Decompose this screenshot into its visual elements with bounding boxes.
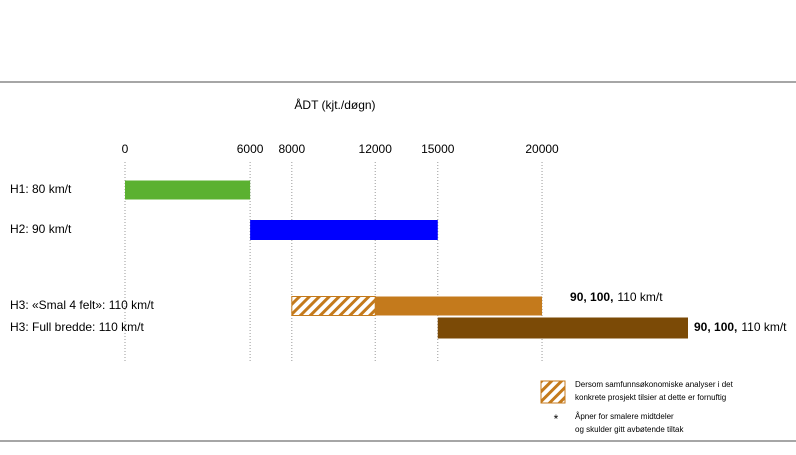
row-label: H1: 80 km/t — [10, 182, 72, 196]
row-label: H2: 90 km/t — [10, 222, 72, 236]
legend-symbol: * — [554, 412, 559, 426]
legend-text: konkrete prosjekt tilsier at dette er fo… — [575, 393, 726, 402]
x-tick-label: 20000 — [525, 142, 559, 156]
bar-segment — [375, 296, 543, 316]
bar-segment — [437, 317, 688, 339]
x-tick-label: 6000 — [237, 142, 264, 156]
row-label: H3: Full bredde: 110 km/t — [10, 320, 145, 334]
legend-symbol — [540, 380, 566, 404]
bar-note-bold: 90, 100, — [694, 320, 737, 334]
bar-note-text: 110 km/t — [741, 320, 787, 334]
bar-segment — [125, 180, 251, 200]
row-label: H3: «Smal 4 felt»: 110 km/t — [10, 298, 155, 312]
x-tick-label: 8000 — [278, 142, 305, 156]
bar-note: 90, 100, 110 km/t — [570, 290, 663, 304]
legend-text: og skulder gitt avbøtende tiltak — [575, 425, 685, 434]
axis-title: ÅDT (kjt./døgn) — [294, 97, 375, 112]
x-tick-label: 15000 — [421, 142, 455, 156]
x-tick-label: 0 — [122, 142, 129, 156]
bar-note: 90, 100, 110 km/t — [694, 320, 787, 334]
bar-segment — [250, 220, 438, 240]
legend-text: Dersom samfunnsøkonomiske analyser i det — [575, 380, 734, 389]
bar-note-bold: 90, 100, — [570, 290, 613, 304]
x-tick-label: 12000 — [359, 142, 393, 156]
bar-segment — [291, 296, 376, 316]
legend-text: Åpner for smalere midtdeler — [575, 412, 674, 421]
bar-note-text: 110 km/t — [617, 290, 663, 304]
